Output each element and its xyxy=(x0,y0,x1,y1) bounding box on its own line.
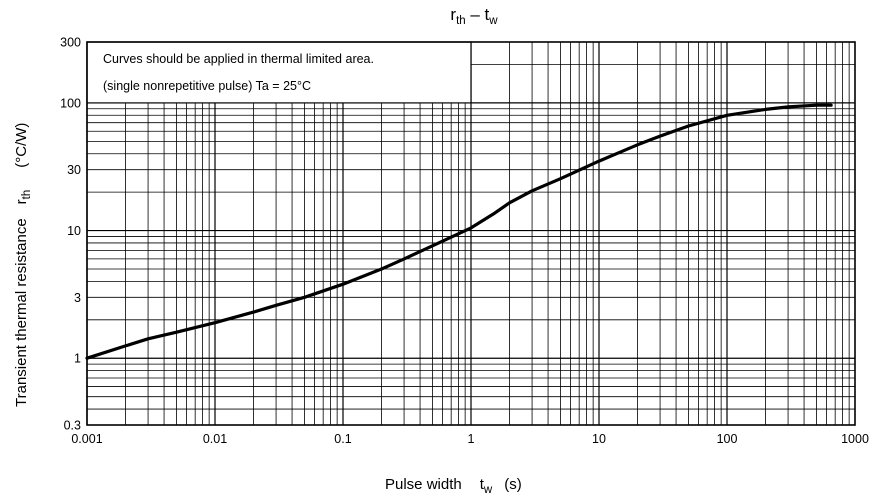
x-tick-label: 10 xyxy=(592,432,606,446)
y-tick-label: 100 xyxy=(60,96,81,110)
y-axis-label: Transient thermal resistancerth(°C/W) xyxy=(13,123,33,407)
x-tick-label: 0.01 xyxy=(203,432,227,446)
x-tick-labels: 0.001 0.01 0.1 1 10 100 1000 xyxy=(71,432,869,446)
series-line xyxy=(85,103,833,360)
y-tick-label: 30 xyxy=(67,163,81,177)
plot-frame xyxy=(86,41,856,426)
annotation-text: Curves should be applied in thermal limi… xyxy=(103,52,374,66)
annotation-box: Curves should be applied in thermal limi… xyxy=(86,41,472,104)
x-tick-label: 1 xyxy=(468,432,475,446)
x-tick-label: 100 xyxy=(717,432,738,446)
y-tick-label: 3 xyxy=(74,291,81,305)
annotation-background xyxy=(86,41,472,104)
y-tick-labels: 0.3 1 3 10 30 100 300 xyxy=(60,36,81,433)
chart-title: rth – tw xyxy=(450,5,498,27)
annotation-text: (single nonrepetitive pulse) Ta = 25°C xyxy=(103,79,311,93)
x-tick-label: 1000 xyxy=(841,432,869,446)
series xyxy=(85,103,833,360)
x-axis-label: Pulse width tw (s) xyxy=(385,476,522,496)
x-tick-label: 0.001 xyxy=(71,432,102,446)
x-tick-label: 0.1 xyxy=(334,432,351,446)
y-tick-label: 10 xyxy=(67,224,81,238)
grid xyxy=(86,41,855,426)
y-tick-label: 1 xyxy=(74,352,81,366)
y-tick-label: 0.3 xyxy=(64,419,81,433)
y-tick-label: 300 xyxy=(60,36,81,50)
